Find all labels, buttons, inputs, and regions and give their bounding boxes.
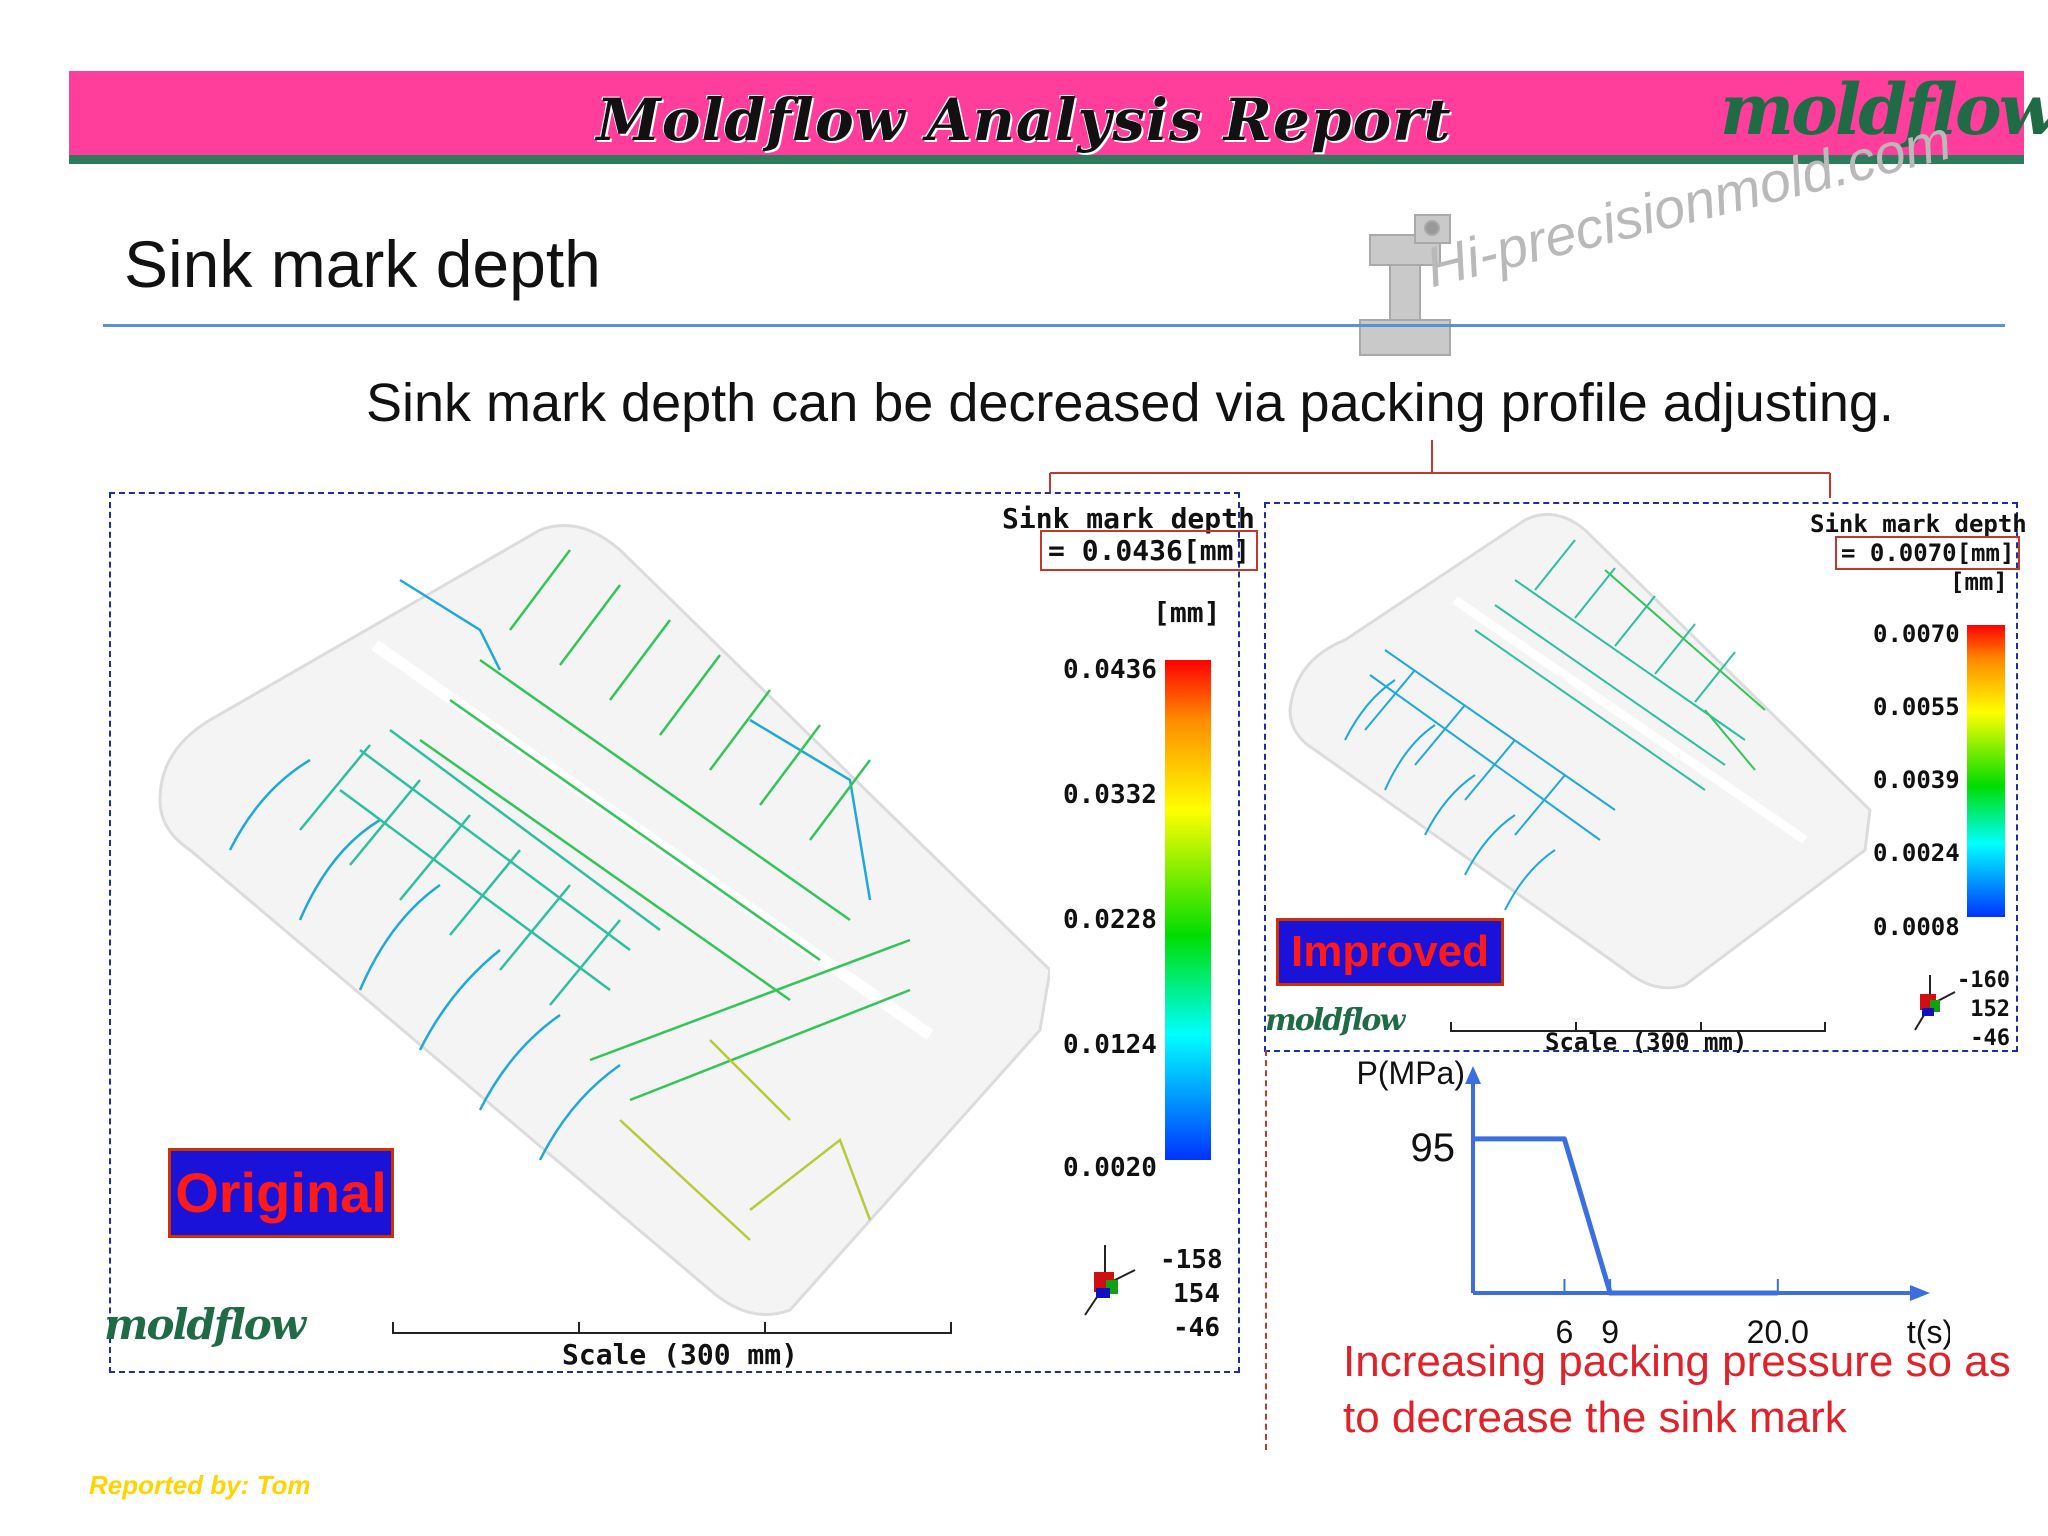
original-axis-triad-icon	[1084, 1245, 1136, 1316]
original-axis-value: -158	[1160, 1245, 1223, 1275]
original-scale-label: Scale (300 mm)	[562, 1338, 799, 1371]
scale-tick-mark	[578, 1322, 580, 1332]
original-axis-value: 154	[1173, 1279, 1220, 1309]
improved-result-panel	[1264, 502, 2018, 1052]
original-scale-tick: 0.0124	[1063, 1030, 1157, 1060]
pressure-profile-line	[1473, 1136, 1778, 1296]
scale-tick-mark	[764, 1322, 766, 1332]
improved-axis-value: -160	[1957, 968, 2010, 993]
scale-tick-mark	[1700, 1022, 1702, 1030]
chart-x-axis-arrow	[1910, 1285, 1930, 1301]
original-legend-value: = 0.0436[mm]	[1040, 530, 1259, 571]
scale-tick-mark	[1575, 1022, 1577, 1030]
original-scale-tick: 0.0436	[1063, 655, 1157, 685]
scale-tick-mark	[950, 1322, 952, 1332]
chart-y-axis-arrow	[1465, 1066, 1481, 1084]
original-scale-tick: 0.0228	[1063, 905, 1157, 935]
scale-tick-mark	[392, 1322, 394, 1332]
original-legend-title: Sink mark depth	[1002, 502, 1255, 535]
improved-scale-bar	[1450, 1030, 1826, 1032]
improved-legend-title: Sink mark depth	[1810, 510, 2027, 538]
header-bar	[69, 71, 2024, 155]
improved-scale-tick: 0.0039	[1873, 766, 1960, 794]
improved-axis-value: -46	[1970, 1026, 2010, 1051]
scale-tick-mark	[1824, 1022, 1826, 1030]
improved-moldflow-logo: moldflow	[1265, 1003, 1405, 1038]
improved-part-model	[1288, 512, 1872, 990]
packing-note: Increasing packing pressure so as to dec…	[1343, 1337, 2011, 1442]
x-tick-label: 6	[1556, 1314, 1574, 1350]
packing-pressure-chart: 6 9 20.0 P(MPa) 95 t(s)	[1357, 1060, 1950, 1350]
x-tick-label: 20.0	[1747, 1314, 1809, 1350]
footer-reporter: Reported by: Tom	[89, 1470, 311, 1500]
x-tick-label: 9	[1601, 1314, 1619, 1350]
original-color-scale	[1165, 660, 1211, 1160]
y-tick-label: 95	[1411, 1126, 1456, 1170]
y-axis-label: P(MPa)	[1357, 1060, 1465, 1091]
improved-color-scale	[1967, 625, 2005, 917]
improved-legend-value: = 0.0070[mm]	[1835, 536, 2021, 570]
section-divider	[1265, 1050, 1267, 1450]
title-rule	[103, 324, 2005, 327]
improved-axis-value: 152	[1970, 997, 2010, 1022]
page-title: Sink mark depth	[124, 227, 601, 301]
original-moldflow-logo: moldflow	[104, 1300, 306, 1349]
original-unit: [mm]	[1153, 596, 1221, 629]
moldflow-logo: moldflow	[1720, 68, 2048, 151]
original-scale-tick: 0.0332	[1063, 780, 1157, 810]
improved-axis-triad-icon	[1914, 975, 1956, 1031]
improved-unit: [mm]	[1950, 568, 2008, 596]
original-part-model	[158, 524, 1050, 1316]
original-scale-tick: 0.0020	[1063, 1153, 1157, 1183]
report-title: Moldflow Analysis Report	[596, 86, 1452, 154]
improved-label: Improved	[1276, 918, 1504, 986]
original-axis-value: -46	[1173, 1313, 1220, 1343]
watermark: Hi-precisionmold.com	[1345, 108, 1957, 365]
scale-tick-mark	[1450, 1022, 1452, 1030]
header-underline	[69, 155, 2024, 164]
original-result-panel	[109, 492, 1240, 1373]
page-subtitle: Sink mark depth can be decreased via pac…	[366, 373, 1894, 433]
original-scale-bar	[392, 1332, 952, 1334]
x-axis-label: t(s)	[1907, 1314, 1950, 1350]
improved-scale-tick: 0.0070	[1873, 620, 1960, 648]
improved-scale-label: Scale (300 mm)	[1545, 1028, 1748, 1056]
original-label: Original	[168, 1148, 394, 1238]
improved-scale-tick: 0.0055	[1873, 693, 1960, 721]
improved-scale-tick: 0.0008	[1873, 913, 1960, 941]
improved-scale-tick: 0.0024	[1873, 839, 1960, 867]
comparison-bracket	[1049, 440, 1831, 498]
